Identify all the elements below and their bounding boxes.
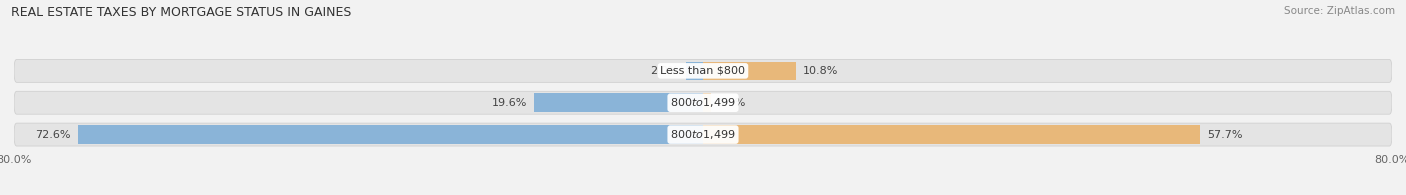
Text: $800 to $1,499: $800 to $1,499 [671, 128, 735, 141]
Text: 2.0%: 2.0% [651, 66, 679, 76]
Text: Less than $800: Less than $800 [661, 66, 745, 76]
Text: Source: ZipAtlas.com: Source: ZipAtlas.com [1284, 6, 1395, 16]
Bar [703, 93, 711, 112]
FancyBboxPatch shape [14, 123, 1392, 146]
Bar [77, 125, 703, 144]
FancyBboxPatch shape [14, 91, 1392, 114]
Text: 0.9%: 0.9% [717, 98, 747, 108]
Text: 19.6%: 19.6% [492, 98, 527, 108]
Text: 72.6%: 72.6% [35, 129, 70, 140]
Bar [703, 125, 1199, 144]
Bar [534, 93, 703, 112]
Text: REAL ESTATE TAXES BY MORTGAGE STATUS IN GAINES: REAL ESTATE TAXES BY MORTGAGE STATUS IN … [11, 6, 352, 19]
Bar [703, 62, 796, 80]
Text: $800 to $1,499: $800 to $1,499 [671, 96, 735, 109]
FancyBboxPatch shape [14, 59, 1392, 82]
Bar [686, 62, 703, 80]
Text: 57.7%: 57.7% [1206, 129, 1243, 140]
Text: 10.8%: 10.8% [803, 66, 838, 76]
